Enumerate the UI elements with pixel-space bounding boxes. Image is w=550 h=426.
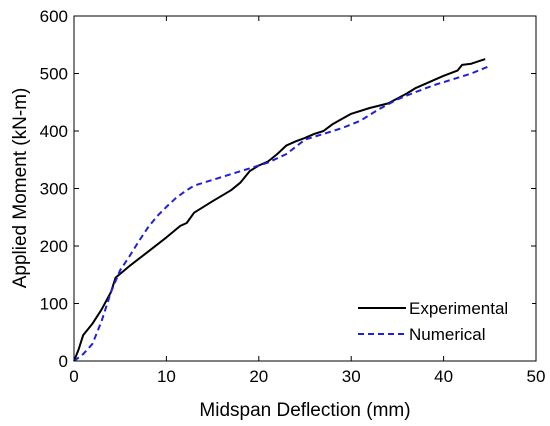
legend-label-experimental: Experimental — [409, 299, 508, 318]
x-tick-label: 20 — [249, 367, 268, 386]
series-layer — [73, 58, 491, 362]
y-tick-label: 500 — [40, 65, 68, 84]
y-tick-label: 600 — [40, 7, 68, 26]
x-tick-label: 10 — [157, 367, 176, 386]
x-tick-label: 50 — [527, 367, 546, 386]
x-axis-title: Midspan Deflection (mm) — [199, 400, 410, 421]
x-tick-label: 0 — [69, 367, 78, 386]
y-tick-label: 300 — [40, 180, 68, 199]
x-tick-label: 30 — [342, 367, 361, 386]
y-tick-label: 0 — [59, 352, 68, 371]
y-tick-label: 200 — [40, 237, 68, 256]
legend-box — [348, 292, 532, 352]
y-axis-title: Applied Moment (kN-m) — [10, 88, 31, 289]
x-tick-label: 40 — [434, 367, 453, 386]
y-tick-label: 400 — [40, 122, 68, 141]
legend: Experimental Numerical — [348, 292, 532, 352]
legend-label-numerical: Numerical — [409, 325, 486, 344]
y-tick-label: 100 — [40, 295, 68, 314]
series-line-experimental — [73, 58, 486, 362]
series-line-numerical — [73, 65, 491, 362]
